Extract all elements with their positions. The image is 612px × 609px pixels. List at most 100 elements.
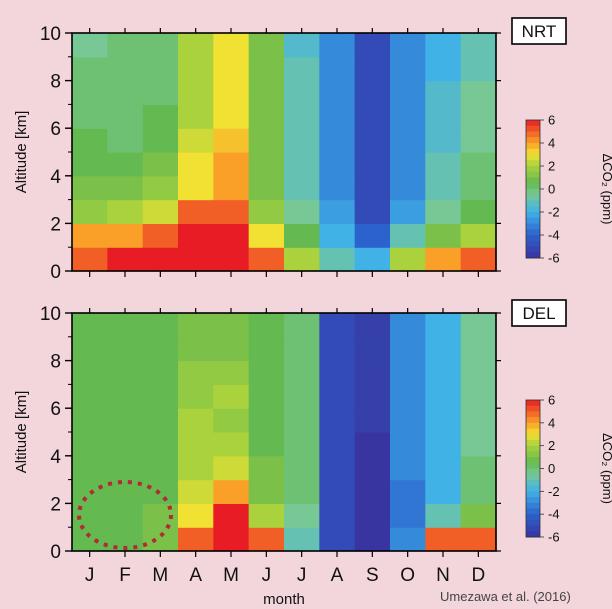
heatmap-cell xyxy=(213,33,250,58)
heatmap-cell xyxy=(460,503,497,528)
heatmap-cell xyxy=(425,360,462,385)
heatmap-cell xyxy=(142,199,179,224)
heatmap-cell xyxy=(390,479,426,504)
x-tick-label: M xyxy=(223,565,239,586)
heatmap-cell xyxy=(178,56,214,82)
heatmap-cell xyxy=(425,527,462,552)
colorbar-segment xyxy=(526,189,540,196)
heatmap-cell xyxy=(248,33,285,58)
heatmap-cell xyxy=(284,80,320,105)
colorbar-segment xyxy=(526,491,540,498)
heatmap-cell xyxy=(390,408,426,433)
heatmap-cell xyxy=(284,33,320,58)
x-tick-label: M xyxy=(152,565,168,586)
heatmap-cell xyxy=(354,33,391,58)
colorbar-tick-label: 0 xyxy=(548,182,555,197)
heatmap-cell xyxy=(178,384,214,409)
heatmap-cells xyxy=(72,313,497,552)
colorbar-segment xyxy=(526,171,540,178)
heatmap-cell xyxy=(425,104,462,129)
y-tick-label: 4 xyxy=(50,447,61,468)
heatmap-cell xyxy=(107,80,144,105)
heatmap-cell xyxy=(460,432,497,457)
x-tick-label: J xyxy=(297,565,307,586)
heatmap-cell xyxy=(284,432,320,457)
heatmap-cell xyxy=(354,152,391,177)
heatmap-cell xyxy=(425,128,462,153)
colorbar-segment xyxy=(526,131,540,138)
heatmap-cell xyxy=(72,223,108,248)
heatmap-cell xyxy=(390,384,426,409)
colorbar-tick-label: 4 xyxy=(548,136,555,151)
heatmap-cell xyxy=(319,360,356,385)
heatmap-cell xyxy=(248,223,285,248)
heatmap-cell xyxy=(390,175,426,201)
heatmap-cell xyxy=(284,479,320,504)
heatmap-cell xyxy=(107,360,144,385)
y-axis-title: Altitude [km] xyxy=(13,391,30,474)
heatmap-cell xyxy=(319,455,356,481)
heatmap-cell xyxy=(284,455,320,481)
heatmap-cell xyxy=(284,360,320,385)
heatmap-cell xyxy=(284,104,320,129)
heatmap-cell xyxy=(107,432,144,457)
colorbar-tick-label: -6 xyxy=(548,251,560,266)
heatmap-cell xyxy=(460,384,497,409)
heatmap-cell xyxy=(319,408,356,433)
y-tick-label: 2 xyxy=(50,214,61,235)
heatmap-cell xyxy=(107,33,144,58)
y-tick-label: 8 xyxy=(50,352,61,373)
heatmap-cell xyxy=(319,223,356,248)
heatmap-cell xyxy=(248,152,285,177)
heatmap-cell xyxy=(460,527,497,552)
heatmap-cell xyxy=(248,360,285,385)
heatmap-cell xyxy=(107,175,144,201)
heatmap-cell xyxy=(425,56,462,82)
y-tick-label: 6 xyxy=(50,119,61,140)
heatmap-cell xyxy=(72,503,108,528)
heatmap-cell xyxy=(178,527,214,552)
heatmap-cell xyxy=(284,56,320,82)
heatmap-cell xyxy=(178,247,214,272)
heatmap-cell xyxy=(248,455,285,481)
heatmap-cell xyxy=(142,104,179,129)
heatmap-cell xyxy=(178,408,214,433)
heatmap-cell xyxy=(390,199,426,224)
heatmap-cell xyxy=(248,336,285,362)
heatmap-cell xyxy=(248,527,285,552)
x-tick-label: D xyxy=(471,565,485,586)
heatmap-cell xyxy=(248,175,285,201)
heatmap-cell xyxy=(72,313,108,338)
x-axis-title: month xyxy=(263,591,305,608)
heatmap-cell xyxy=(425,455,462,481)
colorbar-segment xyxy=(526,439,540,447)
heatmap-cell xyxy=(213,175,250,201)
heatmap-cell xyxy=(213,56,250,82)
heatmap-cell xyxy=(72,199,108,224)
x-tick-label: O xyxy=(400,565,415,586)
colorbar-segment xyxy=(526,246,540,253)
heatmap-cell xyxy=(107,384,144,409)
heatmap-cell xyxy=(319,128,356,153)
heatmap-cell xyxy=(72,152,108,177)
credit-text: Umezawa et al. (2016) xyxy=(440,589,571,604)
heatmap-cell xyxy=(213,313,250,338)
y-axis-title: Altitude [km] xyxy=(13,111,30,194)
heatmap-cell xyxy=(213,408,250,433)
heatmap-cell xyxy=(319,56,356,82)
colorbar-segment xyxy=(526,428,540,435)
colorbar-segment xyxy=(526,120,540,127)
heatmap-cell xyxy=(425,33,462,58)
colorbar-segment xyxy=(526,405,540,412)
heatmap-cell xyxy=(72,56,108,82)
heatmap-cell xyxy=(390,432,426,457)
heatmap-cell xyxy=(354,223,391,248)
heatmap-cell xyxy=(319,175,356,201)
heatmap-cell xyxy=(72,432,108,457)
heatmap-cell xyxy=(178,479,214,504)
colorbar-title: ΔCO₂ (ppm) xyxy=(600,433,612,504)
colorbar-segment xyxy=(526,183,540,190)
heatmap-cell xyxy=(107,56,144,82)
panel-tag-box xyxy=(511,17,567,45)
